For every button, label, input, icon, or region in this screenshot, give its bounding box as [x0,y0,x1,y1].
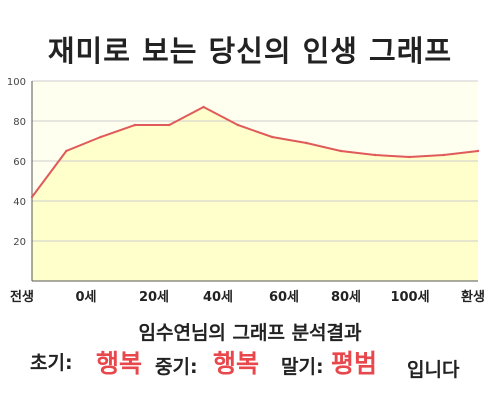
early-phase-label: 초기: [30,352,73,374]
late-phase-value-box: 평범 [331,344,377,378]
data-point-13 [476,149,480,153]
y-tick-label-60: 60 [13,157,26,168]
data-point-1 [65,149,68,153]
x-tick-label-4: 60세 [269,290,299,305]
data-point-2 [99,135,102,139]
data-point-4 [168,123,171,127]
x-tick-label-3: 40세 [203,290,233,305]
x-tick-label-2: 20세 [139,290,169,305]
x-tick-label-6: 100세 [390,290,429,305]
analysis-summary: 임수연님의 그래프 분석결과 [138,322,362,344]
data-point-5 [202,105,205,109]
x-tick-label-7: 환생 [461,289,485,305]
mid-phase-value-box: 행복 [213,344,259,378]
mid-phase-value: 행복 [213,349,260,378]
area-fill [32,107,478,281]
early-phase-value-box: 행복 [96,344,142,378]
series-line [31,105,479,198]
early-phase-value: 행복 [96,349,143,378]
chart-title: 재미로 보는 당신의 인생 그래프 [47,34,453,68]
late-phase-label: 말기: [281,356,324,378]
data-point-6 [236,123,240,127]
data-point-10 [373,153,377,157]
y-tick-label-80: 80 [13,117,26,128]
mid-phase-label: 중기: [155,356,198,378]
closing-text: 입니다 [407,359,460,381]
late-phase-value: 평범 [331,349,378,378]
data-point-7 [270,135,274,139]
data-point-8 [305,141,308,145]
data-point-12 [442,153,445,157]
y-tick-label-100: 100 [7,77,26,88]
x-tick-label-1: 0세 [75,290,96,305]
data-point-9 [339,149,342,153]
x-tick-label-0: 전생 [10,289,34,305]
x-tick-label-5: 80세 [331,290,361,305]
y-tick-label-40: 40 [13,197,26,208]
late-phase: 말기: [281,352,324,386]
early-phase: 초기: [30,348,73,382]
y-tick-label-20: 20 [13,237,26,248]
data-point-0 [30,195,34,199]
mid-phase: 중기: [155,352,198,386]
data-point-3 [133,123,137,127]
data-point-11 [408,155,411,159]
